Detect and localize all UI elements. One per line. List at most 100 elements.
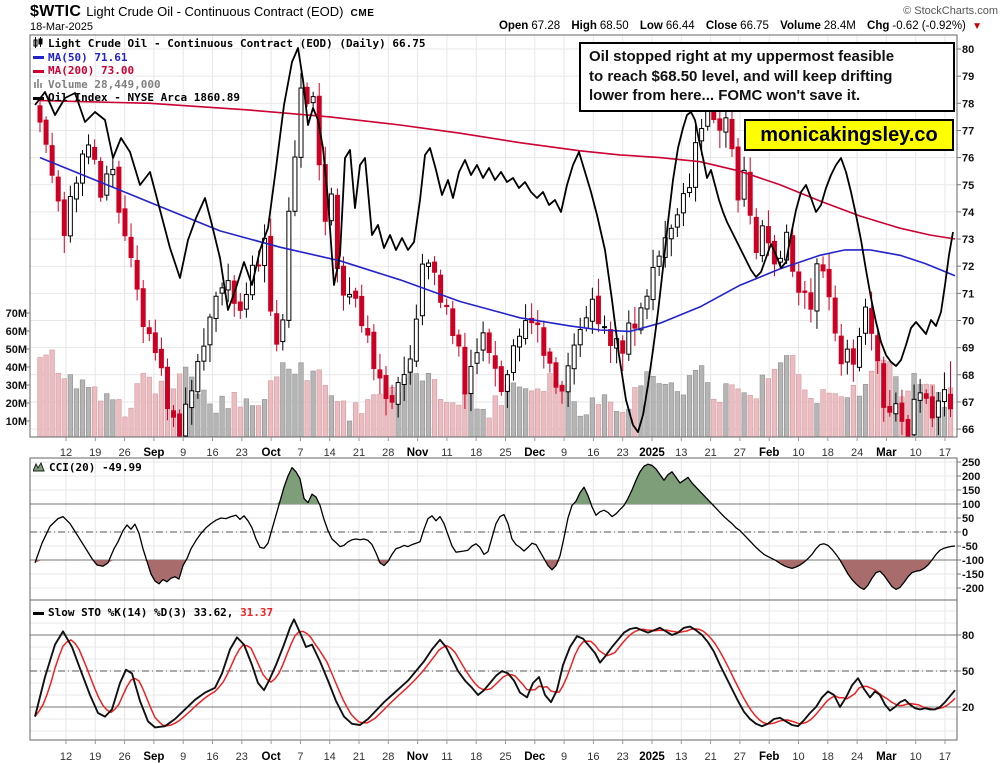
axis-tick-label: 70M bbox=[6, 308, 27, 320]
sto-line-swatch bbox=[33, 611, 44, 615]
axis-tick-label: 13 bbox=[675, 751, 687, 763]
axis-tick-label: 74 bbox=[962, 207, 975, 219]
volume-legend: Volume 28,449,000 bbox=[48, 77, 161, 91]
axis-tick-label: 75 bbox=[962, 180, 974, 192]
axis-tick-label: 16 bbox=[587, 447, 599, 459]
axis-tick-label: 23 bbox=[236, 447, 248, 459]
axis-tick-label: 13 bbox=[675, 447, 687, 459]
axis-tick-label: 10 bbox=[792, 751, 804, 763]
axis-tick-label: 27 bbox=[734, 751, 746, 763]
axis-tick-label: 21 bbox=[704, 751, 716, 763]
main-legend: Light Crude Oil - Continuous Contract (E… bbox=[33, 37, 426, 105]
low-value: 66.44 bbox=[665, 20, 695, 32]
axis-tick-label: 9 bbox=[561, 447, 567, 459]
axis-tick-label: 9 bbox=[561, 751, 567, 763]
axis-tick-label: 2025 bbox=[639, 751, 665, 763]
annotation-line-2: to reach $68.50 level, and will keep dri… bbox=[589, 67, 893, 85]
axis-tick-label: 50 bbox=[962, 513, 974, 525]
axis-tick-label: Sep bbox=[143, 447, 164, 459]
axis-tick-label: -200 bbox=[962, 583, 984, 595]
annotation-line-3: lower from here... FOMC won't save it. bbox=[589, 87, 861, 104]
axis-tick-label: Nov bbox=[407, 447, 429, 459]
axis-tick-label: Feb bbox=[759, 751, 779, 763]
open-label: Open bbox=[498, 20, 529, 32]
axis-tick-label: 0 bbox=[962, 527, 968, 539]
axis-tick-label: 19 bbox=[89, 447, 101, 459]
ma50-line bbox=[39, 156, 956, 333]
axis-tick-label: 24 bbox=[851, 751, 863, 763]
axis-tick-label: 80 bbox=[962, 630, 974, 642]
axis-tick-label: 40M bbox=[6, 362, 27, 374]
axis-tick-label: 16 bbox=[206, 447, 218, 459]
chg-value: -0.62 (-0.92%) bbox=[892, 20, 966, 32]
axis-tick-label: 69 bbox=[962, 343, 974, 355]
ma50-legend: MA(50) 71.61 bbox=[48, 50, 128, 64]
cci-panel bbox=[30, 463, 957, 591]
ma200-legend: MA(200) 73.00 bbox=[48, 64, 135, 77]
axis-tick-label: 19 bbox=[89, 751, 101, 763]
close-label: Close bbox=[705, 20, 738, 32]
axis-tick-label: 11 bbox=[441, 447, 452, 459]
copyright-text: © StockCharts.com bbox=[903, 5, 998, 17]
axis-tick-label: 100 bbox=[962, 499, 980, 511]
axis-tick-label: 14 bbox=[324, 447, 336, 459]
axis-tick-label: Dec bbox=[524, 751, 546, 763]
axis-tick-label: 7 bbox=[297, 751, 303, 763]
axis-tick-label: 66 bbox=[962, 424, 974, 436]
chg-label: Chg bbox=[867, 20, 890, 32]
axis-tick-label: 18 bbox=[822, 751, 834, 763]
axis-tick-label: 9 bbox=[180, 447, 186, 459]
axis-tick-label: 21 bbox=[353, 751, 365, 763]
sto-d-value: 31.37 bbox=[240, 606, 274, 619]
oil-index-line bbox=[34, 47, 954, 433]
open-value: 67.28 bbox=[531, 20, 561, 32]
close-value: 66.75 bbox=[740, 20, 769, 32]
low-label: Low bbox=[639, 20, 663, 32]
sto-legend-text: Slow STO %K(14) %D(3) 33.62, bbox=[48, 606, 234, 619]
axis-tick-label: 28 bbox=[382, 447, 394, 459]
axis-tick-label: 150 bbox=[962, 485, 980, 497]
main-legend-title: Light Crude Oil - Continuous Contract (E… bbox=[48, 37, 426, 50]
volume-label: Volume bbox=[780, 20, 821, 32]
axis-tick-label: 17 bbox=[939, 751, 951, 763]
axis-tick-label: 21 bbox=[353, 447, 365, 459]
axis-tick-label: 78 bbox=[962, 98, 974, 110]
axis-tick-label: Nov bbox=[407, 751, 429, 763]
axis-tick-label: 67 bbox=[962, 397, 974, 409]
axis-tick-label: Mar bbox=[876, 447, 897, 459]
axis-tick-label: 20 bbox=[962, 702, 974, 714]
axis-tick-label: 72 bbox=[962, 261, 974, 273]
axis-tick-label: 27 bbox=[734, 447, 746, 459]
axis-tick-label: Feb bbox=[759, 447, 779, 459]
high-value: 68.50 bbox=[599, 20, 629, 32]
axis-tick-label: -150 bbox=[962, 569, 984, 581]
axis-tick-label: 50M bbox=[6, 344, 27, 356]
axis-tick-label: 50 bbox=[962, 666, 974, 678]
axis-tick-label: Mar bbox=[876, 751, 897, 763]
axis-tick-label: 18 bbox=[822, 447, 834, 459]
cci-area-icon bbox=[32, 461, 45, 475]
cci-legend: CCI(20) -49.99 bbox=[32, 461, 142, 475]
axis-tick-label: Oct bbox=[262, 447, 281, 459]
axis-tick-label: 76 bbox=[962, 153, 974, 165]
axis-tick-label: 26 bbox=[118, 751, 130, 763]
axis-tick-label: 14 bbox=[324, 751, 336, 763]
axis-tick-label: 11 bbox=[441, 751, 452, 763]
axis-tick-label: 200 bbox=[962, 471, 980, 483]
axis-tick-label: 68 bbox=[962, 370, 974, 382]
axis-tick-label: 12 bbox=[60, 447, 72, 459]
axis-tick-label: 9 bbox=[180, 751, 186, 763]
sto-panel bbox=[30, 618, 957, 729]
axis-tick-label: 28 bbox=[382, 751, 394, 763]
ma50-line-swatch bbox=[33, 56, 44, 59]
axis-tick-label: 77 bbox=[962, 125, 974, 137]
axis-tick-label: 73 bbox=[962, 234, 974, 246]
annotation-line-1: Oil stopped right at my uppermost feasib… bbox=[589, 48, 895, 65]
annotation-box: Oil stopped right at my uppermost feasib… bbox=[579, 42, 955, 112]
axis-tick-label: 16 bbox=[587, 751, 599, 763]
axis-tick-label: Sep bbox=[143, 751, 164, 763]
axis-tick-label: 24 bbox=[851, 447, 863, 459]
exchange-label: CME bbox=[350, 8, 375, 19]
axis-tick-label: 16 bbox=[206, 751, 218, 763]
